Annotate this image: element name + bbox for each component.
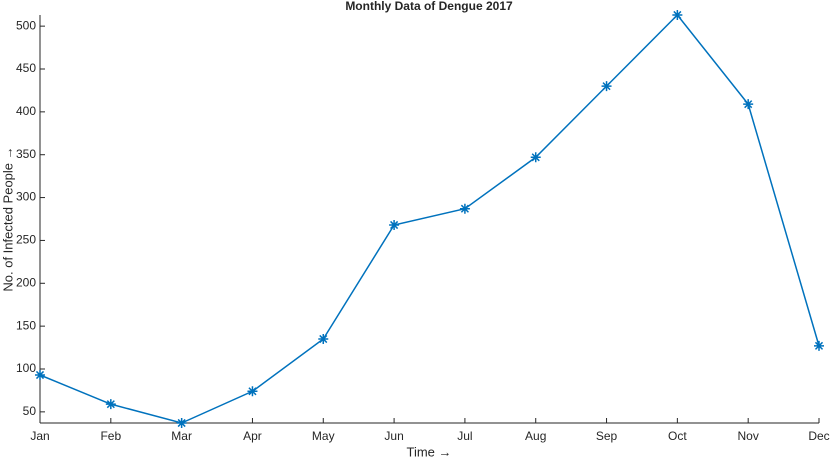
- data-line: [39, 13, 820, 424]
- x-tick-label: Nov: [738, 429, 759, 443]
- x-tick-label: Feb: [100, 429, 121, 443]
- data-marker: [176, 418, 187, 428]
- data-marker: [35, 370, 45, 380]
- x-tick-label: Mar: [171, 429, 192, 443]
- x-tick-label: Aug: [525, 429, 546, 443]
- y-tick-label: 50: [23, 404, 37, 418]
- y-tick-label: 100: [16, 361, 36, 375]
- x-tick-label: Dec: [808, 429, 829, 443]
- data-marker: [105, 399, 116, 410]
- x-tick-label: May: [312, 429, 335, 443]
- y-tick-label: 350: [16, 147, 36, 161]
- data-marker: [743, 99, 754, 110]
- x-tick-label: Oct: [668, 429, 687, 443]
- x-tick-label: Jul: [457, 429, 472, 443]
- y-tick-label: 400: [16, 104, 36, 118]
- x-tick-label: Jan: [30, 429, 49, 443]
- data-marker: [389, 220, 400, 230]
- data-marker: [672, 10, 683, 20]
- data-marker: [247, 386, 258, 397]
- x-tick-label: Jun: [384, 429, 403, 443]
- y-tick-label: 450: [16, 61, 36, 75]
- y-tick-label: 200: [16, 275, 36, 289]
- x-tick-label: Apr: [243, 429, 262, 443]
- y-tick-label: 250: [16, 233, 36, 247]
- data-marker: [814, 340, 824, 351]
- x-axis-label: Time →: [406, 444, 451, 459]
- data-marker: [601, 81, 612, 92]
- x-tick-label: Sep: [596, 429, 618, 443]
- y-tick-label: 300: [16, 190, 36, 204]
- data-marker: [459, 203, 470, 214]
- data-marker: [318, 334, 329, 344]
- y-tick-label: 150: [16, 318, 36, 332]
- y-tick-label: 500: [16, 18, 36, 32]
- y-axis-label: No. of Infected People →: [0, 146, 15, 291]
- data-marker: [530, 152, 541, 163]
- chart-title: Monthly Data of Dengue 2017: [345, 0, 513, 13]
